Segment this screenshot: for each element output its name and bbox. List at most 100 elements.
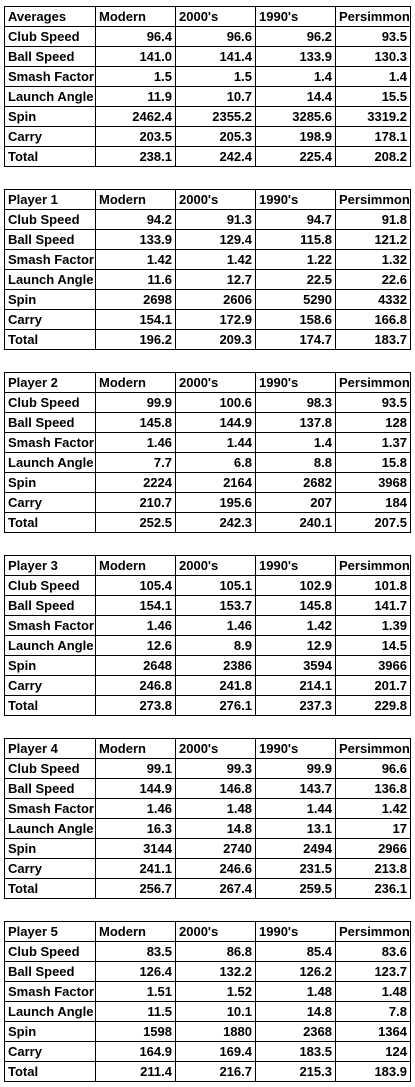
cell-value: 133.9	[255, 46, 336, 67]
column-header: Persimmon	[335, 921, 411, 942]
row-label: Club Speed	[4, 575, 96, 596]
column-header: Persimmon	[335, 372, 411, 393]
cell-value: 3285.6	[255, 106, 336, 127]
table-title: Player 5	[4, 921, 96, 942]
row-label: Club Speed	[4, 209, 96, 230]
cell-value: 166.8	[335, 309, 411, 330]
row-label: Ball Speed	[4, 778, 96, 799]
cell-value: 145.8	[95, 412, 176, 433]
row-label: Smash Factor	[4, 615, 96, 636]
cell-value: 91.3	[175, 209, 256, 230]
row-label: Smash Factor	[4, 798, 96, 819]
table-row: Smash Factor 1.51 1.52 1.48 1.48	[4, 981, 411, 1002]
cell-value: 1364	[335, 1021, 411, 1042]
cell-value: 241.8	[175, 675, 256, 696]
table-title: Player 2	[4, 372, 96, 393]
cell-value: 93.5	[335, 392, 411, 413]
cell-value: 121.2	[335, 229, 411, 250]
row-label: Total	[4, 878, 96, 899]
row-label: Club Speed	[4, 758, 96, 779]
cell-value: 1.39	[335, 615, 411, 636]
cell-value: 225.4	[255, 146, 336, 167]
cell-value: 145.8	[255, 595, 336, 616]
cell-value: 184	[335, 492, 411, 513]
column-header: 1990's	[255, 921, 336, 942]
row-label: Launch Angle	[4, 86, 96, 107]
row-label: Spin	[4, 655, 96, 676]
row-label: Carry	[4, 309, 96, 330]
header-row: Player 2 Modern 2000's 1990's Persimmon	[4, 372, 411, 393]
table-title: Averages	[4, 6, 96, 27]
column-header: 2000's	[175, 6, 256, 27]
table-player-3: Player 3 Modern 2000's 1990's Persimmon Club …	[4, 555, 411, 716]
row-label: Total	[4, 1061, 96, 1082]
table-row: Spin 3144 2740 2494 2966	[4, 838, 411, 859]
cell-value: 98.3	[255, 392, 336, 413]
cell-value: 15.5	[335, 86, 411, 107]
row-label: Carry	[4, 492, 96, 513]
table-title: Player 4	[4, 738, 96, 759]
column-header: Modern	[95, 738, 176, 759]
cell-value: 1.46	[95, 798, 176, 819]
cell-value: 2682	[255, 472, 336, 493]
cell-value: 8.8	[255, 452, 336, 473]
cell-value: 1.32	[335, 249, 411, 270]
cell-value: 276.1	[175, 695, 256, 716]
cell-value: 11.6	[95, 269, 176, 290]
cell-value: 141.4	[175, 46, 256, 67]
row-label: Total	[4, 146, 96, 167]
cell-value: 210.7	[95, 492, 176, 513]
cell-value: 14.8	[175, 818, 256, 839]
table-row: Spin 2462.4 2355.2 3285.6 3319.2	[4, 106, 411, 127]
cell-value: 1.44	[175, 432, 256, 453]
table-row: Spin 2698 2606 5290 4332	[4, 289, 411, 310]
cell-value: 143.7	[255, 778, 336, 799]
row-label: Ball Speed	[4, 46, 96, 67]
cell-value: 1.51	[95, 981, 176, 1002]
column-header: Persimmon	[335, 738, 411, 759]
cell-value: 1.5	[95, 66, 176, 87]
cell-value: 242.4	[175, 146, 256, 167]
cell-value: 137.8	[255, 412, 336, 433]
row-label: Spin	[4, 106, 96, 127]
cell-value: 1.42	[255, 615, 336, 636]
cell-value: 242.3	[175, 512, 256, 533]
row-label: Spin	[4, 289, 96, 310]
row-label: Carry	[4, 675, 96, 696]
table-row: Club Speed 99.1 99.3 99.9 96.6	[4, 758, 411, 779]
table-row: Club Speed 96.4 96.6 96.2 93.5	[4, 26, 411, 47]
cell-value: 209.3	[175, 329, 256, 350]
table-row: Launch Angle 11.6 12.7 22.5 22.6	[4, 269, 411, 290]
cell-value: 178.1	[335, 126, 411, 147]
table-row: Ball Speed 126.4 132.2 126.2 123.7	[4, 961, 411, 982]
cell-value: 3966	[335, 655, 411, 676]
table-player-2: Player 2 Modern 2000's 1990's Persimmon Club …	[4, 372, 411, 533]
cell-value: 101.8	[335, 575, 411, 596]
cell-value: 1.4	[255, 66, 336, 87]
cell-value: 198.9	[255, 126, 336, 147]
row-label: Ball Speed	[4, 961, 96, 982]
column-header: 1990's	[255, 189, 336, 210]
cell-value: 1.42	[175, 249, 256, 270]
cell-value: 2966	[335, 838, 411, 859]
cell-value: 154.1	[95, 309, 176, 330]
cell-value: 141.0	[95, 46, 176, 67]
cell-value: 183.7	[335, 329, 411, 350]
cell-value: 240.1	[255, 512, 336, 533]
cell-value: 1.22	[255, 249, 336, 270]
cell-value: 2224	[95, 472, 176, 493]
cell-value: 146.8	[175, 778, 256, 799]
table-title: Player 1	[4, 189, 96, 210]
cell-value: 238.1	[95, 146, 176, 167]
cell-value: 1.42	[95, 249, 176, 270]
cell-value: 2386	[175, 655, 256, 676]
cell-value: 237.3	[255, 695, 336, 716]
cell-value: 144.9	[175, 412, 256, 433]
cell-value: 13.1	[255, 818, 336, 839]
row-label: Smash Factor	[4, 432, 96, 453]
row-label: Club Speed	[4, 26, 96, 47]
cell-value: 208.2	[335, 146, 411, 167]
cell-value: 141.7	[335, 595, 411, 616]
table-row: Total 238.1 242.4 225.4 208.2	[4, 146, 411, 167]
